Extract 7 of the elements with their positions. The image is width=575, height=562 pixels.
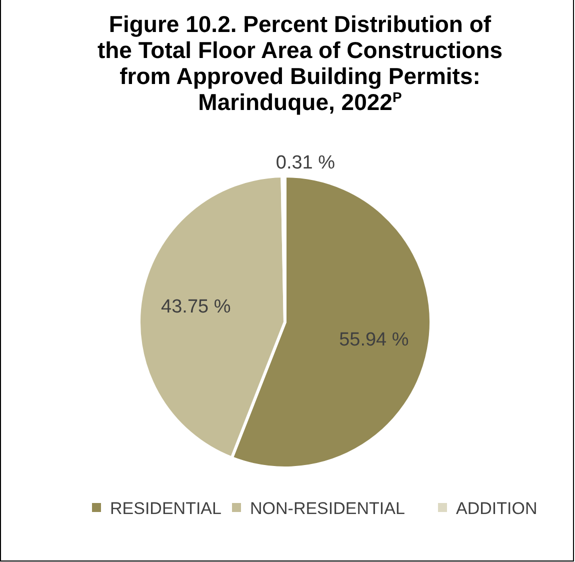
chart-title: Figure 10.2. Percent Distribution of the Total Floor Area of Constructions from Approved Building Permits: Marinduque, 2022$^{P}$ bbox=[97, 11, 503, 115]
legend-label: NON-RESIDENTIAL bbox=[250, 498, 405, 518]
data-label: 0.31 % bbox=[276, 152, 336, 174]
legend-label: ADDITION bbox=[456, 498, 538, 518]
legend-label: RESIDENTIAL bbox=[110, 498, 222, 518]
data-label: 55.94 % bbox=[339, 329, 409, 350]
data-label: 43.75 % bbox=[161, 296, 231, 318]
